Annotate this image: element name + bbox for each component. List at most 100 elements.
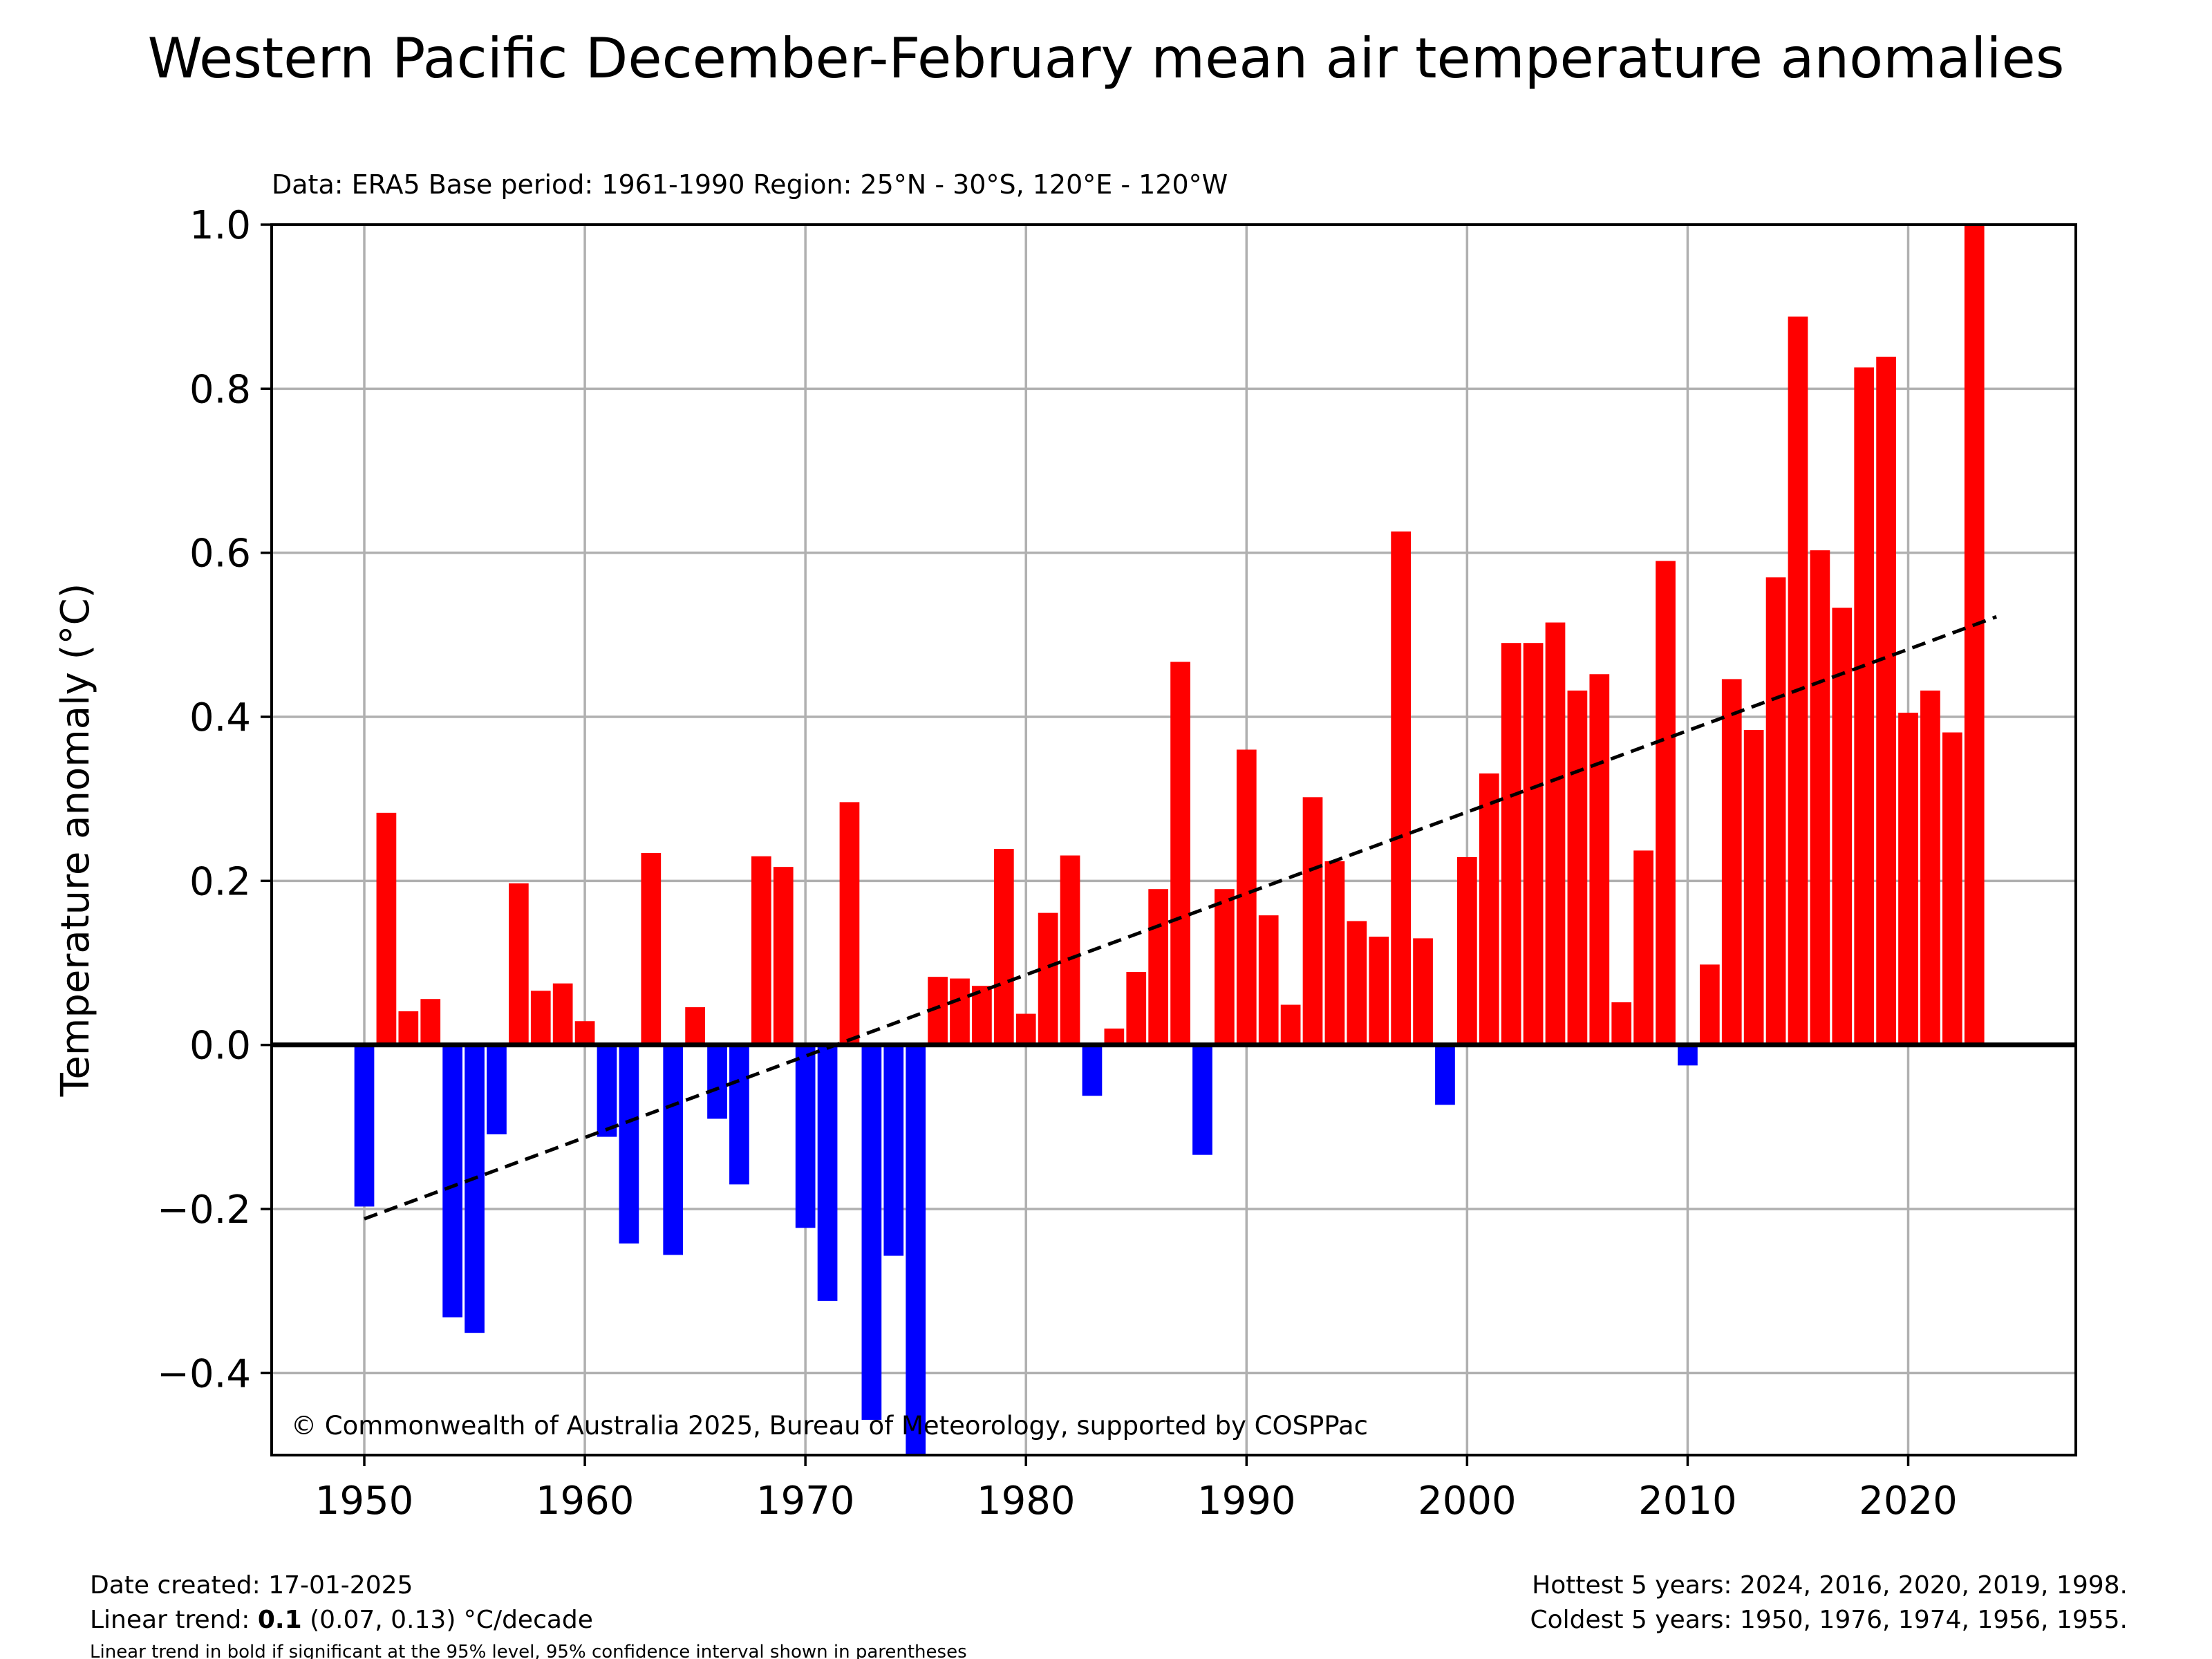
y-tick-label: 0.6 [189, 532, 251, 577]
bar-2002 [1501, 643, 1521, 1045]
bar-1952 [398, 1011, 419, 1045]
bar-1994 [1324, 861, 1345, 1045]
x-tick-label: 1990 [1197, 1479, 1296, 1524]
x-tick-label: 2000 [1418, 1479, 1517, 1524]
bar-1995 [1347, 921, 1367, 1045]
y-tick-label: 0.0 [189, 1024, 251, 1069]
bar-1980 [1015, 1013, 1036, 1045]
bar-1998 [1413, 938, 1433, 1045]
footer-coldest-years: Coldest 5 years: 1950, 1976, 1974, 1956,… [1530, 1606, 2128, 1634]
bar-1981 [1038, 912, 1058, 1045]
bar-1991 [1258, 915, 1279, 1045]
bar-1955 [465, 1044, 485, 1333]
bar-1971 [817, 1044, 838, 1301]
x-tick-label: 1970 [756, 1479, 855, 1524]
bar-1977 [950, 978, 970, 1045]
x-tick-label: 1960 [536, 1479, 635, 1524]
bar-1959 [552, 983, 573, 1045]
bar-2006 [1589, 674, 1610, 1045]
bar-1996 [1369, 937, 1389, 1045]
bar-1974 [883, 1044, 904, 1256]
bar-1951 [376, 812, 397, 1045]
bar-1970 [795, 1044, 816, 1228]
bar-2009 [1656, 561, 1676, 1045]
y-axis-label: Temperature anomaly (°C) [53, 583, 98, 1098]
copyright-notice: © Commonwealth of Australia 2025, Bureau… [291, 1411, 1368, 1441]
bar-1988 [1192, 1044, 1212, 1155]
bar-2023 [1964, 225, 1985, 1045]
trend-value: 0.1 [258, 1606, 302, 1634]
bar-1965 [685, 1007, 705, 1045]
x-tick-label: 1950 [315, 1479, 414, 1524]
bar-2011 [1699, 964, 1720, 1045]
bar-2003 [1523, 643, 1544, 1045]
bar-1982 [1060, 855, 1080, 1045]
bar-2015 [1788, 316, 1808, 1045]
bar-1966 [707, 1044, 727, 1119]
bar-1956 [487, 1044, 507, 1135]
bar-1964 [663, 1044, 684, 1255]
y-tick-label: −0.2 [157, 1188, 251, 1232]
bar-2014 [1765, 577, 1786, 1045]
bar-2004 [1545, 622, 1566, 1045]
bar-1973 [861, 1044, 882, 1420]
bar-2013 [1743, 729, 1764, 1045]
bar-2001 [1479, 773, 1499, 1045]
x-axis: 1950 1960 1970 1980 1990 2000 2010 2020 [315, 1455, 1958, 1524]
y-tick-label: 0.8 [189, 367, 251, 412]
x-tick-label: 1980 [977, 1479, 1076, 1524]
bar-1950 [354, 1044, 375, 1207]
bar-1983 [1082, 1044, 1103, 1096]
bar-2022 [1942, 732, 1962, 1045]
bar-2019 [1876, 357, 1896, 1045]
bars [354, 225, 1985, 1455]
bar-1962 [619, 1044, 639, 1244]
bar-1969 [773, 867, 794, 1045]
bar-2010 [1678, 1044, 1698, 1066]
x-tick-label: 2010 [1638, 1479, 1737, 1524]
bar-2020 [1898, 713, 1918, 1045]
bar-1986 [1148, 889, 1169, 1045]
bar-2021 [1920, 691, 1940, 1045]
bar-2016 [1810, 550, 1830, 1045]
bar-2012 [1721, 679, 1742, 1045]
bar-1960 [574, 1021, 595, 1045]
footer-note: Linear trend in bold if significant at t… [90, 1642, 967, 1659]
bar-1999 [1435, 1044, 1455, 1105]
bar-1953 [420, 999, 441, 1045]
y-tick-label: −0.4 [157, 1351, 251, 1396]
bar-2008 [1633, 850, 1653, 1045]
chart-subtitle: Data: ERA5 Base period: 1961-1990 Region… [272, 169, 1228, 200]
bar-1972 [839, 802, 860, 1045]
bar-1984 [1104, 1028, 1125, 1045]
plot-frame [270, 223, 2077, 1456]
footer-date-created: Date created: 17-01-2025 [90, 1571, 413, 1600]
bar-1961 [597, 1044, 617, 1137]
bar-1963 [641, 852, 662, 1045]
bar-1985 [1126, 972, 1147, 1045]
bar-1968 [751, 856, 771, 1045]
bar-2000 [1457, 856, 1477, 1045]
bar-2017 [1832, 608, 1853, 1045]
x-tick-label: 2020 [1859, 1479, 1958, 1524]
bar-1975 [906, 1044, 926, 1455]
bar-1954 [442, 1044, 462, 1318]
bar-2018 [1854, 367, 1875, 1045]
bar-1993 [1302, 797, 1323, 1045]
bar-1967 [729, 1044, 749, 1185]
bar-1958 [530, 991, 551, 1045]
trend-prefix: Linear trend: [90, 1606, 258, 1634]
bar-2005 [1567, 691, 1588, 1045]
bar-1989 [1215, 889, 1235, 1045]
bar-1997 [1391, 531, 1412, 1045]
bar-1978 [972, 986, 992, 1045]
bar-1957 [509, 883, 529, 1045]
bar-1979 [993, 849, 1014, 1045]
trend-suffix: (0.07, 0.13) °C/decade [302, 1606, 593, 1634]
y-axis: −0.4 −0.2 0.0 0.2 0.4 0.6 0.8 1.0 [157, 203, 272, 1396]
chart-title: Western Pacific December-February mean a… [148, 26, 2065, 91]
bar-2007 [1611, 1002, 1632, 1045]
footer-linear-trend: Linear trend: 0.1 (0.07, 0.13) °C/decade [90, 1606, 593, 1634]
y-tick-label: 0.4 [189, 695, 251, 740]
